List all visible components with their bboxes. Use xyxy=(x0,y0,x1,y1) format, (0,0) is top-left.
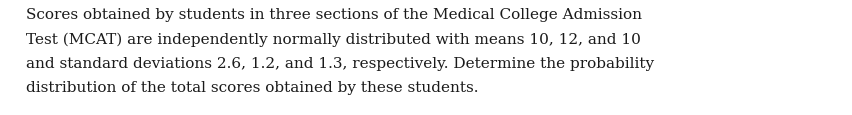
Text: Test (MCAT) are independently normally distributed with means 10, 12, and 10: Test (MCAT) are independently normally d… xyxy=(26,32,640,46)
Text: and standard deviations 2.6, 1.2, and 1.3, respectively. Determine the probabili: and standard deviations 2.6, 1.2, and 1.… xyxy=(26,56,653,70)
Text: Scores obtained by students in three sections of the Medical College Admission: Scores obtained by students in three sec… xyxy=(26,8,642,22)
Text: distribution of the total scores obtained by these students.: distribution of the total scores obtaine… xyxy=(26,81,478,95)
